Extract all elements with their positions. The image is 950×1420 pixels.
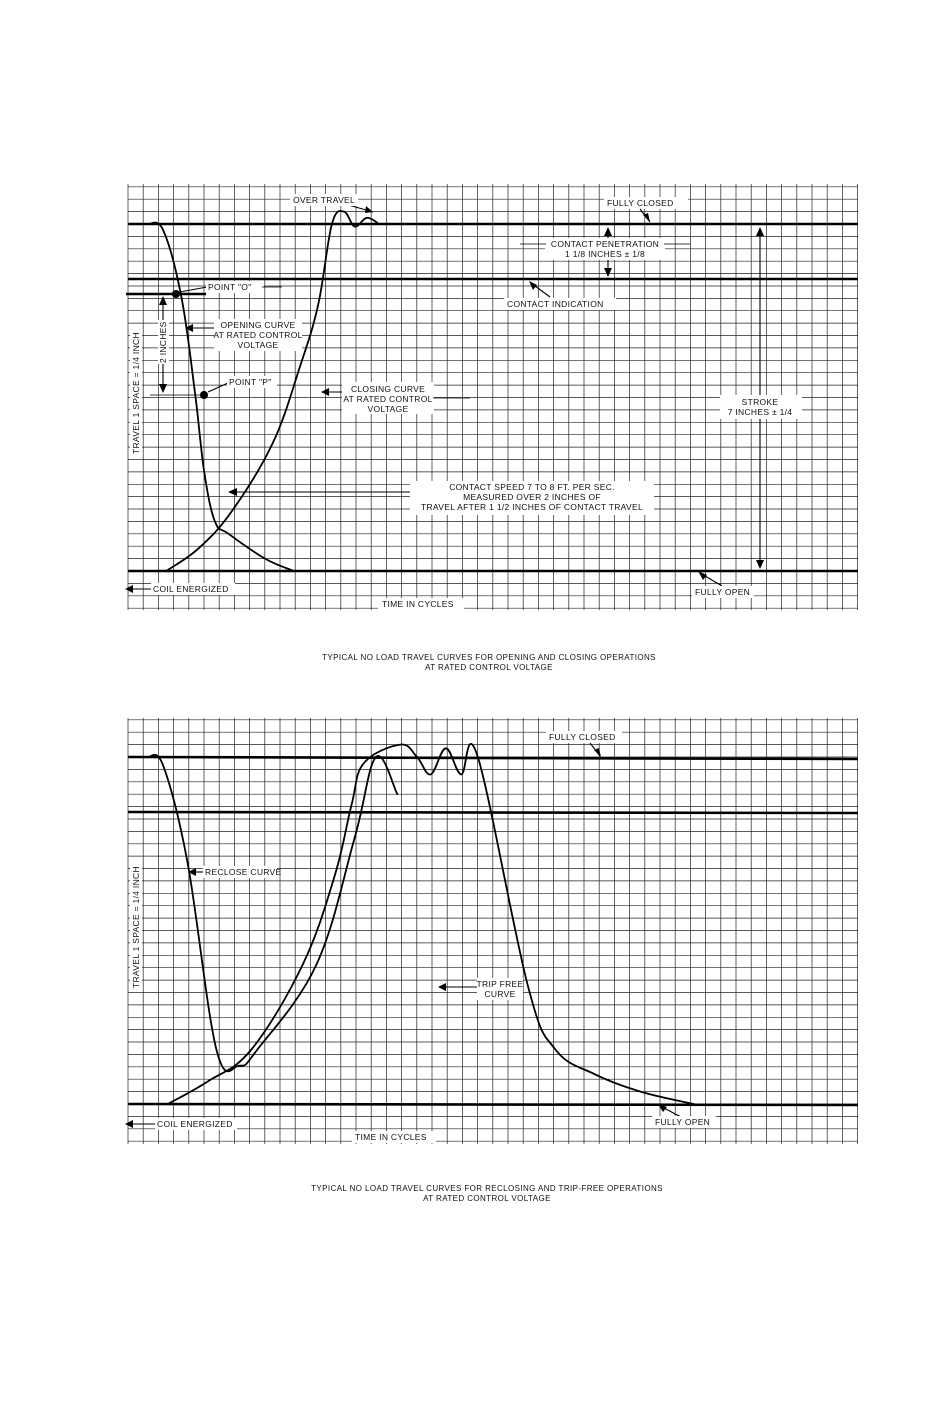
- closing-curve-line: [165, 210, 380, 572]
- chart1-caption: TYPICAL NO LOAD TRAVEL CURVES FOR OPENIN…: [322, 653, 656, 662]
- fully-closed-arrowhead-2: [594, 748, 601, 757]
- chart2-fully-open-line: [127, 1102, 859, 1107]
- fully-closed-label-bg-2: [546, 731, 622, 743]
- point-p-label-bg: [227, 376, 277, 388]
- reclose-curve-arrowhead: [188, 868, 196, 876]
- contact-penetration-label: CONTACT PENETRATION: [551, 239, 659, 249]
- contact-penetration-value: 1 1/8 INCHES ± 1/8: [565, 249, 645, 259]
- chart2-caption-2: AT RATED CONTROL VOLTAGE: [423, 1194, 551, 1203]
- trip-free-arrowhead: [438, 983, 446, 991]
- opening-curve-label-3: VOLTAGE: [238, 340, 279, 350]
- y-axis-label-bg-2: [130, 866, 142, 990]
- fully-open-label-bg-2: [652, 1116, 716, 1128]
- coil-energized-label-2: COIL ENERGIZED: [157, 1119, 233, 1129]
- chart2-grid: [127, 718, 858, 1144]
- fully-closed-label-bg: [604, 197, 688, 209]
- x-axis-label-bg-2: [352, 1131, 436, 1143]
- closing-curve-label-bg: [342, 382, 434, 414]
- point-p-label: POINT "P": [229, 377, 272, 387]
- contact-indication-label-bg: [504, 298, 616, 310]
- two-inches-arrowhead-bottom: [159, 384, 167, 393]
- contact-speed-label-bg: [410, 481, 654, 515]
- trip-free-curve-line: [166, 743, 695, 1105]
- y-axis-label-1: TRAVEL 1 SPACE = 1/4 INCH: [131, 332, 141, 454]
- chart2-series: [147, 743, 695, 1105]
- point-o-label-bg: [206, 281, 264, 293]
- fully-open-arrowhead-2: [658, 1104, 667, 1112]
- coil-energized-label-1: COIL ENERGIZED: [153, 584, 229, 594]
- y-axis-label-bg-1: [130, 330, 142, 456]
- fully-open-label-bg-1: [692, 586, 754, 598]
- stroke-value: 7 INCHES ± 1/4: [728, 407, 793, 417]
- contact-indication-arrowhead: [529, 281, 537, 290]
- contact-speed-label: CONTACT SPEED 7 TO 8 FT. PER SEC.: [449, 482, 615, 492]
- point-o-arrow: [179, 286, 208, 293]
- coil-energized-arrowhead-2: [125, 1120, 133, 1128]
- stroke-label: STROKE: [742, 397, 779, 407]
- chart1-point-markers: [172, 290, 208, 399]
- chart2-fully-closed-line: [127, 755, 859, 761]
- x-axis-label-1: TIME IN CYCLES: [382, 599, 454, 609]
- chart2-reference-lines: [127, 755, 859, 1107]
- two-inches-label-bg: [158, 320, 169, 364]
- two-inches-arrowhead-top: [159, 296, 167, 305]
- fully-closed-label-2: FULLY CLOSED: [549, 732, 616, 742]
- trip-free-label-bg: [477, 978, 523, 1000]
- over-travel-label: OVER TRAVEL: [293, 195, 355, 205]
- opening-curve-line: [147, 221, 295, 572]
- penetration-arrowhead-top: [604, 227, 612, 236]
- stroke-arrowhead-bottom: [756, 560, 764, 569]
- reclose-curve-label: RECLOSE CURVE: [205, 867, 282, 877]
- trip-free-label: TRIP FREE: [477, 979, 524, 989]
- contact-speed-label-3: TRAVEL AFTER 1 1/2 INCHES OF CONTACT TRA…: [421, 502, 643, 512]
- penetration-arrowhead-bottom: [604, 268, 612, 277]
- point-o-label: POINT "O": [208, 282, 252, 292]
- fully-closed-arrowhead: [643, 213, 650, 222]
- opening-curve-label: OPENING CURVE: [220, 320, 295, 330]
- reclose-curve-label-bg: [203, 866, 277, 878]
- contact-speed-arrowhead: [228, 488, 237, 496]
- reclose-curve-line: [147, 753, 399, 1073]
- closing-curve-label-3: VOLTAGE: [368, 404, 409, 414]
- x-axis-label-bg-1: [378, 598, 464, 610]
- chart1-reference-lines: [126, 222, 858, 573]
- x-axis-label-2: TIME IN CYCLES: [355, 1132, 427, 1142]
- chart2-caption: TYPICAL NO LOAD TRAVEL CURVES FOR RECLOS…: [311, 1184, 663, 1193]
- contact-speed-label-2: MEASURED OVER 2 INCHES OF: [463, 492, 601, 502]
- chart1-series: [147, 210, 380, 572]
- fully-open-arrowhead-1: [698, 571, 707, 580]
- two-inches-label: 2 INCHES: [158, 321, 168, 363]
- coil-energized-label-bg-1: [151, 583, 235, 595]
- closing-curve-label-2: AT RATED CONTROL: [343, 394, 432, 404]
- chart2-contact-line: [127, 810, 859, 815]
- coil-energized-arrowhead-1: [125, 585, 133, 593]
- fully-closed-label: FULLY CLOSED: [607, 198, 674, 208]
- opening-curve-label-bg: [214, 319, 302, 351]
- stroke-label-bg: [720, 395, 802, 419]
- closing-curve-label: CLOSING CURVE: [351, 384, 425, 394]
- fully-open-label-1: FULLY OPEN: [695, 587, 750, 597]
- chart1-annotations: OVER TRAVEL FULLY CLOSED CONTACT PENETRA…: [125, 194, 802, 610]
- point-p-arrow: [207, 382, 229, 393]
- chart1-grid: [127, 184, 858, 610]
- closing-curve-arrowhead: [321, 388, 329, 396]
- coil-energized-label-bg-2: [155, 1118, 237, 1130]
- opening-curve-arrowhead: [185, 324, 193, 332]
- contact-indication-label: CONTACT INDICATION: [507, 299, 604, 309]
- penetration-label-bg: [545, 238, 665, 260]
- opening-curve-label-2: AT RATED CONTROL: [213, 330, 302, 340]
- stroke-arrowhead-top: [756, 227, 764, 236]
- chart1-caption-2: AT RATED CONTROL VOLTAGE: [425, 663, 553, 672]
- y-axis-label-2: TRAVEL 1 SPACE = 1/4 INCH: [131, 866, 141, 988]
- over-travel-arrowhead: [365, 206, 373, 213]
- point-o-marker: [172, 290, 180, 298]
- fully-open-label-2: FULLY OPEN: [655, 1117, 710, 1127]
- trip-free-label-2: CURVE: [484, 989, 515, 999]
- chart2-annotations: FULLY CLOSED RECLOSE CURVE TRIP FREE CUR…: [125, 731, 716, 1143]
- over-travel-label-bg: [290, 194, 358, 206]
